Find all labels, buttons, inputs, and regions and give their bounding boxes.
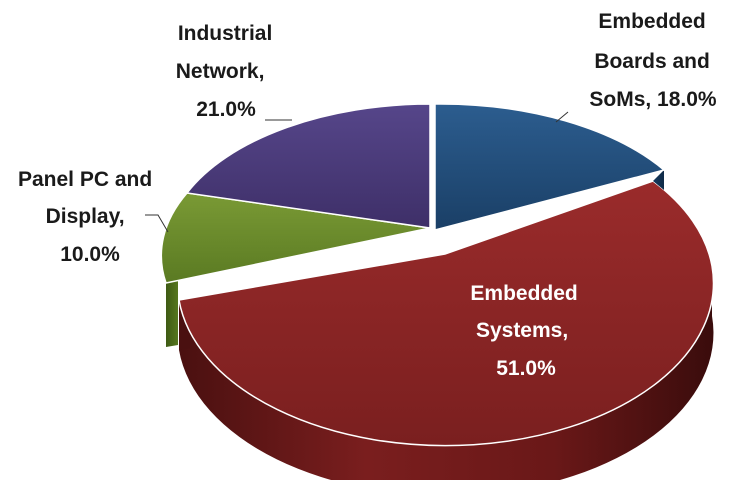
label-panel-pc-display: Panel PC and Display, 10.0% [18,168,158,266]
label-embedded-boards-soms: Embedded Boards and SoMs, 18.0% [589,10,717,111]
label-embedded-systems: Embedded Systems, 51.0% [470,282,583,380]
slice-side-embedded-systems [179,266,714,480]
label-industrial-network: Industrial Network, 21.0% [176,22,278,121]
slice-industrial-network [185,103,431,229]
leader-line-embedded-boards [555,111,569,123]
slice-panel-pc-display [160,192,431,284]
leader-line-panel-pc [145,214,169,233]
slice-side-embedded-boards [653,170,664,190]
slice-embedded-boards-soms [434,103,666,231]
slice-side-panel-pc [166,279,178,347]
slice-embedded-systems [178,180,715,447]
